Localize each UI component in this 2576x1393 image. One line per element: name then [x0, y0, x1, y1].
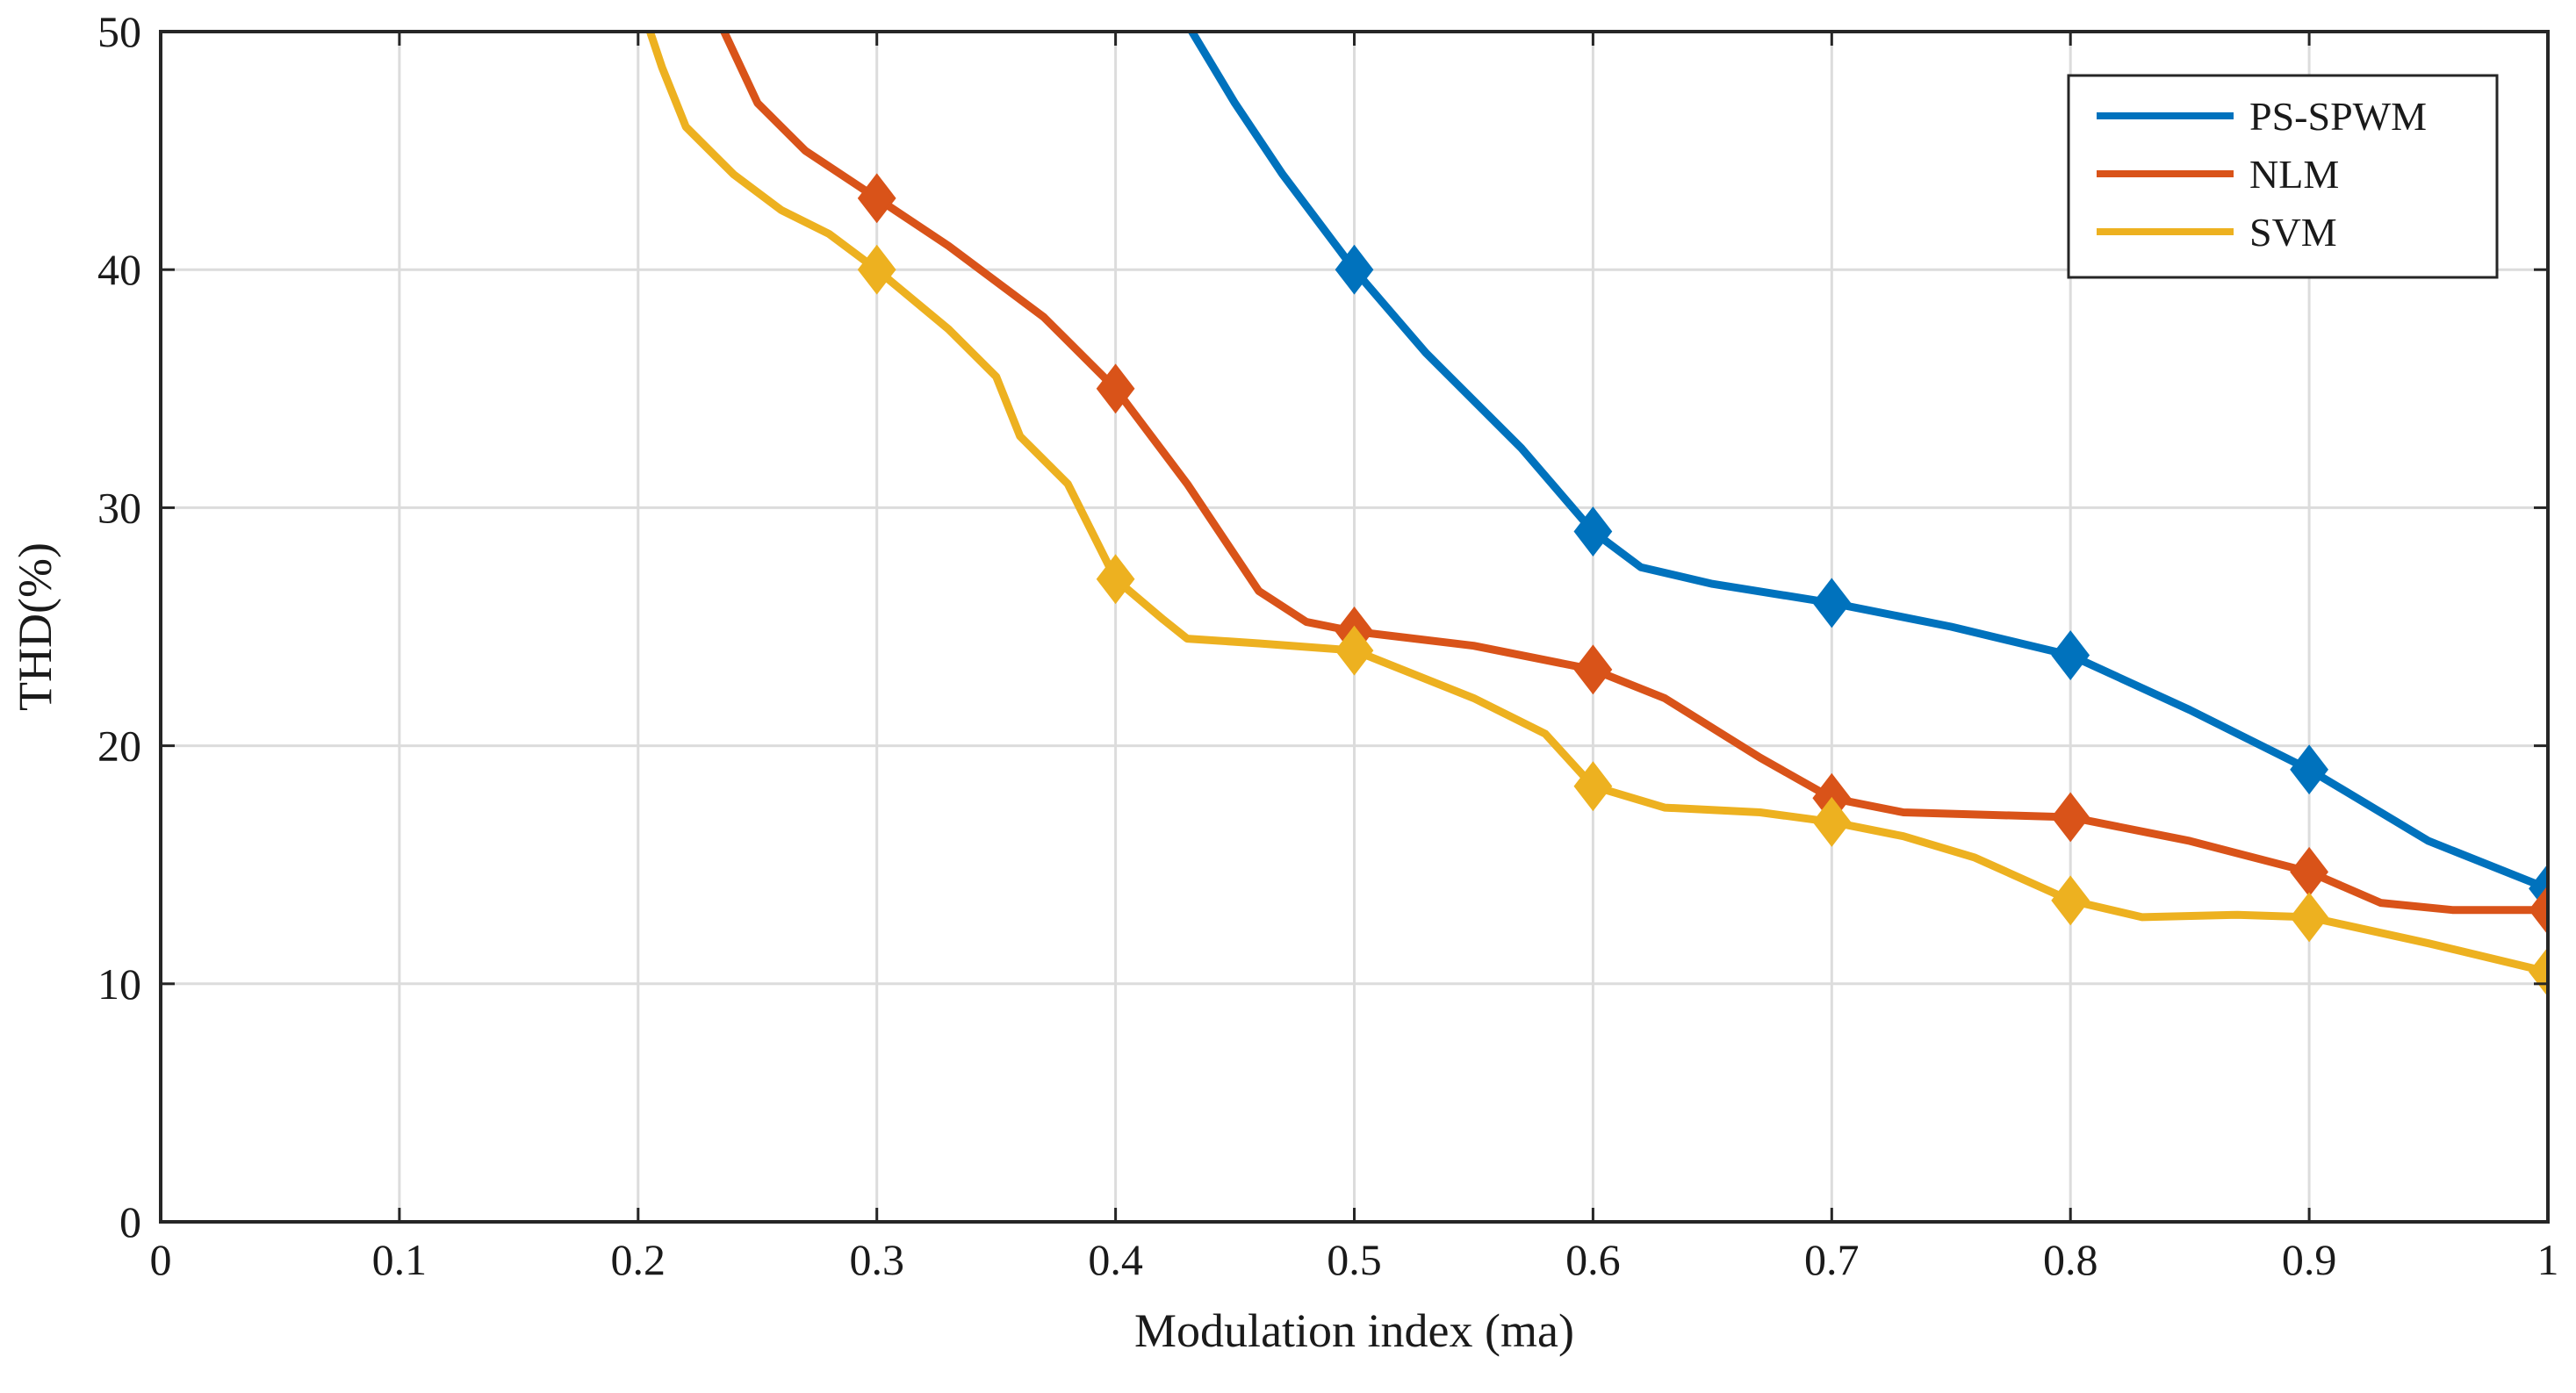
data-point-nlm [857, 173, 896, 224]
series-lines [645, 32, 2548, 997]
series-ps-spwm [1188, 32, 2548, 914]
x-tick-label: 0.5 [1327, 1235, 1382, 1284]
data-point-nlm [1096, 363, 1135, 414]
data-point-nlm [2529, 885, 2548, 936]
series-svm [645, 32, 2548, 997]
legend-label-svm: SVM [2249, 210, 2337, 255]
series-line-ps-spwm [1188, 32, 2548, 893]
data-point-svm [2290, 892, 2328, 943]
y-tick-label: 20 [97, 722, 141, 771]
x-tick-label: 0.1 [372, 1235, 428, 1284]
data-point-svm [1573, 761, 1613, 812]
data-point-svm [1812, 796, 1852, 847]
data-point-svm [2051, 875, 2090, 926]
x-tick-label: 0.2 [611, 1235, 666, 1284]
axis-ticks [159, 30, 2550, 1224]
x-axis-label: Modulation index (ma) [1134, 1304, 1574, 1357]
x-tick-label: 0.6 [1565, 1235, 1621, 1284]
data-point-ps-spwm [2290, 744, 2328, 795]
data-point-ps-spwm [1573, 506, 1613, 556]
data-point-ps-spwm [1335, 244, 1374, 295]
y-tick-label: 10 [97, 959, 141, 1009]
series-line-nlm [720, 32, 2548, 915]
x-tick-label: 1 [2537, 1235, 2559, 1284]
y-axis-label: THD(%) [9, 542, 61, 711]
y-tick-label: 40 [97, 245, 141, 294]
x-tick-label: 0.4 [1088, 1235, 1143, 1284]
legend: PS-SPWM NLM SVM [2067, 74, 2499, 279]
x-tick-labels: 0 0.1 0.2 0.3 0.4 0.5 0.6 0.7 0.8 0.9 1 [150, 1235, 2559, 1284]
data-point-svm [1096, 554, 1135, 605]
y-tick-labels: 0 10 20 30 40 50 [97, 7, 141, 1246]
data-point-ps-spwm [2051, 630, 2090, 681]
data-point-svm [1335, 625, 1374, 676]
legend-label-nlm: NLM [2249, 152, 2339, 197]
x-tick-label: 0.8 [2043, 1235, 2098, 1284]
x-tick-label: 0.3 [849, 1235, 904, 1284]
x-tick-label: 0.9 [2282, 1235, 2337, 1284]
y-tick-label: 30 [97, 483, 141, 532]
legend-label-ps-spwm: PS-SPWM [2249, 94, 2427, 139]
data-point-svm [857, 244, 896, 295]
data-point-nlm [1573, 644, 1613, 695]
x-tick-label: 0.7 [1804, 1235, 1860, 1284]
x-tick-label: 0 [150, 1235, 172, 1284]
y-tick-label: 50 [97, 7, 141, 56]
data-point-ps-spwm [1812, 578, 1852, 628]
data-point-nlm [2051, 792, 2090, 843]
y-tick-label: 0 [119, 1197, 141, 1246]
